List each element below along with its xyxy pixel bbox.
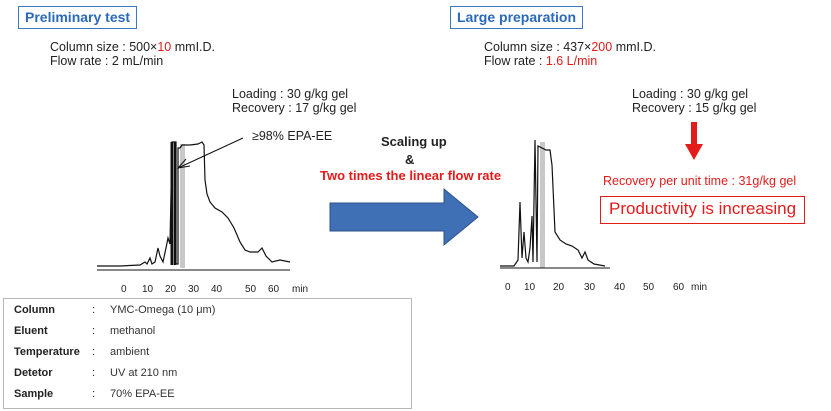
- right-tick-unit: min: [691, 282, 708, 293]
- right-fraction-highlight: [540, 142, 545, 268]
- left-column-size-suffix: mmI.D.: [171, 40, 216, 54]
- right-column-size-prefix: Column size : 437×: [484, 40, 592, 54]
- left-loading: Loading : 30 g/kg gel: [232, 87, 349, 101]
- right-flow-rate: Flow rate : 1.6 L/min: [484, 54, 597, 68]
- right-tick-10: 10: [524, 282, 536, 293]
- left-tick-40: 40: [211, 284, 223, 295]
- right-column-size: Column size : 437×200 mmI.D.: [484, 40, 656, 54]
- condition-value: 70% EPA-EE: [110, 388, 175, 400]
- left-tick-50: 50: [245, 284, 257, 295]
- right-tick-50: 50: [643, 282, 655, 293]
- condition-value: YMC-Omega (10 μm): [110, 304, 216, 316]
- condition-colon: :: [92, 388, 96, 400]
- condition-key: Eluent: [14, 325, 48, 337]
- right-column-size-suffix: mmI.D.: [612, 40, 656, 54]
- left-tick-20: 20: [165, 284, 177, 295]
- condition-value: methanol: [110, 325, 156, 337]
- left-annotation: ≥98% EPA-EE: [252, 129, 333, 143]
- right-loading: Loading : 30 g/kg gel: [632, 87, 749, 101]
- condition-value: ambient: [110, 346, 150, 358]
- left-trace: [97, 141, 291, 267]
- condition-row: Temperature : ambient: [4, 346, 411, 366]
- left-tick-unit: min: [292, 284, 309, 295]
- right-tick-20: 20: [553, 282, 565, 293]
- down-arrow-icon: [685, 122, 703, 160]
- condition-key: Detetor: [14, 367, 53, 379]
- recovery-per-unit-time: Recovery per unit time : 31g/kg gel: [603, 174, 797, 188]
- right-trace: [500, 139, 606, 267]
- condition-row: Column : YMC-Omega (10 μm): [4, 304, 411, 324]
- condition-row: Detetor : UV at 210 nm: [4, 367, 411, 387]
- condition-row: Eluent : methanol: [4, 325, 411, 345]
- linear-flow-label: Two times the linear flow rate: [320, 168, 502, 183]
- left-tick-0: 0: [121, 284, 127, 295]
- large-preparation-title: Large preparation: [450, 6, 584, 29]
- ampersand-label: &: [405, 152, 415, 167]
- left-flow-rate-value: 2 mL/min: [111, 54, 164, 68]
- scaling-up-label: Scaling up: [381, 134, 447, 149]
- condition-row: Sample : 70% EPA-EE: [4, 388, 411, 408]
- condition-colon: :: [92, 304, 96, 316]
- left-column-size-prefix: Column size : 500×: [50, 40, 158, 54]
- productivity-box: Productivity is increasing: [600, 196, 806, 224]
- right-tick-60: 60: [673, 282, 685, 293]
- preliminary-test-title: Preliminary test: [18, 6, 138, 29]
- left-flow-rate: Flow rate : 2 mL/min: [50, 54, 163, 68]
- right-flow-rate-value: 1.6 L/min: [545, 54, 598, 68]
- left-fraction-highlight: [180, 144, 185, 268]
- condition-colon: :: [92, 325, 96, 337]
- right-column-size-highlight: 200: [591, 40, 613, 54]
- condition-key: Temperature: [14, 346, 80, 358]
- conditions-table: Column : YMC-Omega (10 μm) Eluent : meth…: [3, 298, 412, 409]
- condition-key: Column: [14, 304, 55, 316]
- right-flow-rate-label: Flow rate :: [484, 54, 546, 68]
- condition-key: Sample: [14, 388, 54, 400]
- left-tick-10: 10: [142, 284, 154, 295]
- condition-value: UV at 210 nm: [110, 367, 178, 379]
- right-recovery: Recovery : 15 g/kg gel: [632, 101, 757, 115]
- right-tick-40: 40: [614, 282, 626, 293]
- left-flow-rate-label: Flow rate :: [50, 54, 112, 68]
- right-tick-0: 0: [505, 282, 511, 293]
- condition-colon: :: [92, 346, 96, 358]
- left-tick-30: 30: [188, 284, 200, 295]
- left-chromatogram: [97, 137, 291, 271]
- condition-colon: :: [92, 367, 96, 379]
- scaling-arrow: [329, 187, 479, 247]
- right-chromatogram: [500, 139, 610, 269]
- left-column-size-highlight: 10: [157, 40, 172, 54]
- left-column-size: Column size : 500×10 mmI.D.: [50, 40, 215, 54]
- left-recovery: Recovery : 17 g/kg gel: [232, 101, 357, 115]
- left-tick-60: 60: [268, 284, 280, 295]
- right-tick-30: 30: [584, 282, 596, 293]
